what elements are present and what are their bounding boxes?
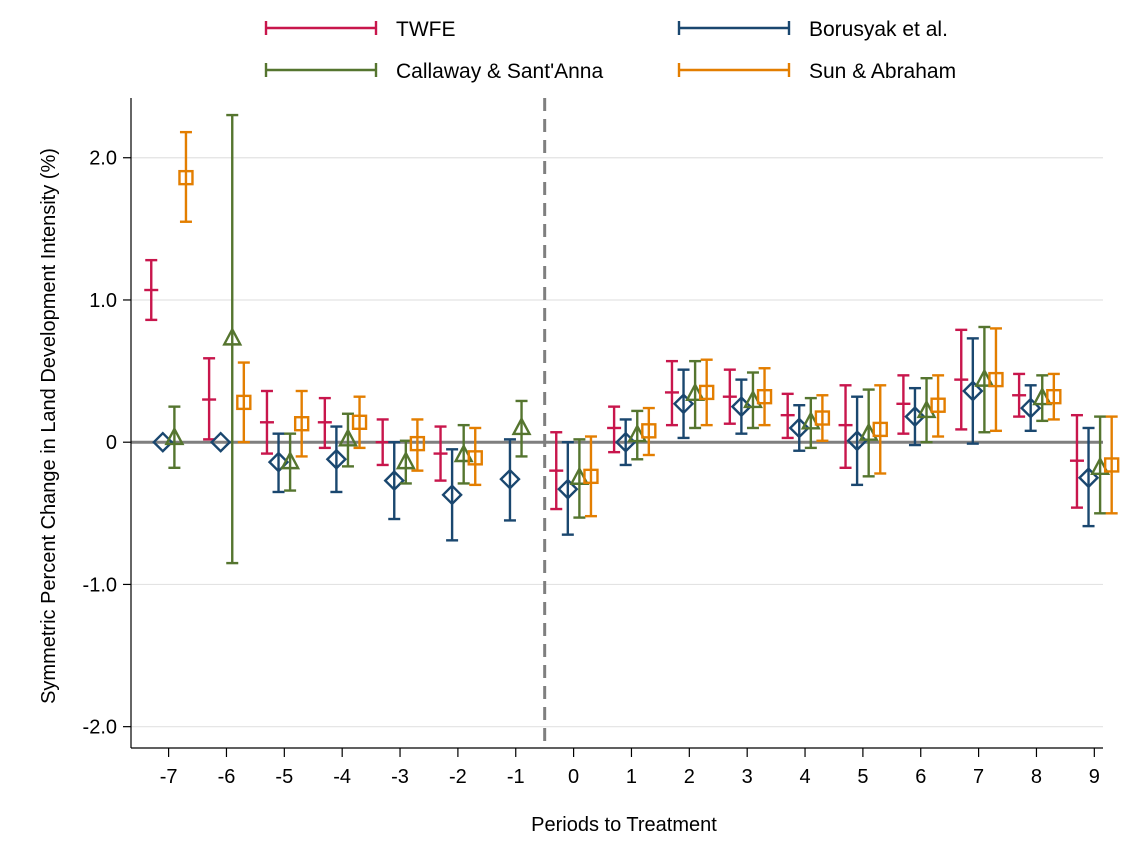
x-tick-label: 6 [915,766,926,788]
series-borusyak-et-al- [152,337,1100,542]
square-marker [698,384,715,401]
x-tick-label: 1 [626,766,637,788]
x-tick-label: -4 [333,766,351,788]
diamond-marker [962,380,984,402]
legend-label: TWFE [396,18,455,41]
x-tick-label: -6 [218,766,236,788]
legend-item: TWFE [264,18,455,41]
triangle-marker [280,450,301,470]
diamond-marker [557,478,579,500]
diamond-marker [267,451,290,473]
triangle-marker [337,427,358,447]
y-tick-label: 1.0 [89,290,117,312]
x-tick-label: 9 [1089,766,1100,788]
y-tick-label: 0 [106,432,117,454]
diamond-marker [441,484,463,506]
reference-lines [131,98,1103,748]
square-marker [872,421,888,438]
legend-label: Sun & Abraham [809,60,956,83]
square-marker [814,410,831,426]
axes: -2.0 -1.0 0 1.0 2.0 -7 -6 -5 -4 -3 -2 -1 0 1 2 3 4 5 6 7 8 9 [83,98,1103,788]
square-marker [467,450,483,466]
square-marker [178,169,194,186]
square-marker [293,416,310,432]
x-tick-label: -5 [275,766,293,788]
legend-item: Callaway & Sant'Anna [264,60,603,83]
y-tick-label: 2.0 [89,148,117,170]
triangle-marker [164,426,185,446]
diamond-marker [614,431,637,453]
x-tick-label: -1 [507,766,525,788]
y-tick-label: -2.0 [83,717,117,739]
series-sun-abraham [178,130,1120,518]
square-marker [583,468,599,485]
diamond-marker [846,430,868,452]
y-tick-label: -1.0 [83,574,117,596]
legend-label: Callaway & Sant'Anna [396,60,603,83]
x-tick-label: 7 [973,766,984,788]
square-marker [1046,388,1062,405]
x-tick-label: 4 [799,766,810,788]
series-twfe [144,258,1084,511]
x-tick-label: -7 [160,766,178,788]
x-tick-label: 0 [568,766,579,788]
legend-label: Borusyak et al. [809,18,948,41]
diamond-marker [499,468,521,490]
x-tick-label: -2 [449,766,467,788]
square-marker [988,371,1004,388]
triangle-marker [395,450,416,470]
square-marker [641,423,657,439]
square-marker [351,414,368,430]
legend-item: Borusyak et al. [677,18,948,41]
square-marker [930,397,946,413]
square-marker [409,435,426,452]
x-tick-label: 3 [742,766,753,788]
x-tick-label: 2 [684,766,695,788]
series-layer [144,113,1120,565]
square-marker [1103,457,1120,473]
x-tick-label: 8 [1031,766,1042,788]
diamond-marker [209,431,232,453]
triangle-marker [511,416,532,436]
legend: TWFE Borusyak et al. Callaway & Sant'Anna S… [264,18,956,83]
x-tick-label: 5 [857,766,868,788]
x-tick-label: -3 [391,766,409,788]
x-axis-label: Periods to Treatment [531,814,717,836]
y-axis-label: Symmetric Percent Change in Land Develop… [38,148,60,704]
square-marker [756,388,773,405]
diamond-marker [383,469,405,492]
square-marker [236,394,252,411]
diamond-marker [325,448,348,470]
legend-item: Sun & Abraham [677,60,956,83]
triangle-marker [222,326,243,346]
series-callaway-sant-anna [164,113,1111,565]
